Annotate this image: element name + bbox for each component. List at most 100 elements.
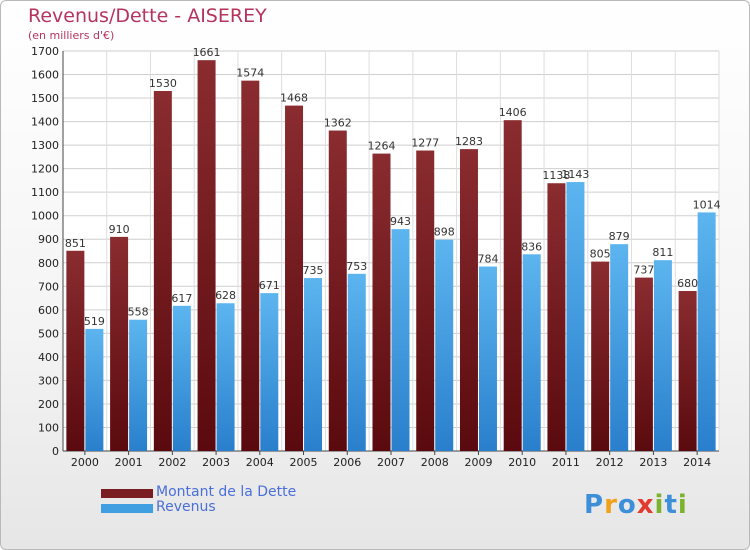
x-tick-label: 2011 [552,456,580,469]
data-label: 898 [434,226,455,239]
x-tick-label: 2002 [158,456,186,469]
data-label: 879 [609,230,630,243]
bar-revenus [129,319,148,451]
data-label: 671 [259,279,280,292]
bar-revenus [304,278,323,451]
x-tick-label: 2012 [596,456,624,469]
bar-debt [66,250,85,451]
data-label: 680 [677,277,698,290]
x-tick-label: 2014 [683,456,711,469]
y-tick-label: 500 [38,327,59,340]
x-tick-label: 2010 [508,456,536,469]
bar-debt [678,291,697,451]
data-label: 617 [171,292,192,305]
y-tick-label: 1700 [31,45,59,58]
chart-title: Revenus/Dette - AISEREY [28,5,267,27]
y-tick-label: 200 [38,398,59,411]
data-label: 735 [303,264,324,277]
y-tick-label: 600 [38,304,59,317]
y-tick-label: 1300 [31,139,59,152]
x-tick-label: 2001 [115,456,143,469]
logo-letter: i [677,490,688,520]
data-labels: 851 910 1530 1661 1574 1468 1362 1264 1277 1283 14… [65,46,721,328]
bar-revenus [216,303,235,451]
y-tick-label: 400 [38,351,59,364]
legend-label-revenus: Revenus [156,499,216,515]
bar-revenus [566,182,585,451]
data-label: 1530 [149,77,177,90]
bar-revenus [653,260,672,451]
y-tick-label: 100 [38,421,59,434]
x-tick-label: 2007 [377,456,405,469]
data-label: 1264 [368,140,396,153]
data-label: 943 [390,215,411,228]
data-label: 1661 [193,46,221,59]
bar-debt [197,60,216,451]
bar-revenus [260,293,279,451]
data-label: 628 [215,289,236,302]
data-label: 851 [65,237,86,250]
legend-swatch-revenus [101,504,153,513]
data-label: 784 [477,253,498,266]
data-label: 737 [633,264,654,277]
bar-revenus [172,305,191,451]
y-tick-label: 1100 [31,186,59,199]
bars [66,60,716,452]
y-tick-label: 1400 [31,116,59,129]
logo-letter: t [664,490,678,520]
bar-revenus [697,212,716,451]
bar-revenus [478,266,497,451]
data-label: 805 [590,248,611,261]
data-label: 1014 [693,198,721,211]
data-label: 1574 [236,67,264,80]
bar-debt [110,236,129,451]
proxiti-logo: Proxiti [584,490,688,520]
data-label: 836 [521,240,542,253]
bar-debt [241,80,260,451]
x-tick-label: 2004 [246,456,274,469]
x-tick-label: 2008 [421,456,449,469]
bar-debt [285,105,304,452]
bar-revenus [610,244,629,451]
y-tick-label: 800 [38,257,59,270]
bar-debt [328,130,347,451]
chart-subtitle: (en milliers d'€) [28,29,115,42]
y-tick-label: 300 [38,374,59,387]
x-tick-label: 2006 [333,456,361,469]
grid-lines [62,50,720,452]
bar-debt [416,150,435,451]
legend-swatch-debt [101,489,153,498]
bar-revenus [522,254,541,451]
bar-debt [547,183,566,451]
bar-debt [459,149,478,451]
logo-letter: P [584,490,605,520]
data-label: 1468 [280,92,308,105]
y-tick-label: 1500 [31,92,59,105]
x-tick-label: 2013 [639,456,667,469]
data-label: 910 [109,223,130,236]
y-tick-label: 700 [38,280,59,293]
data-label: 1362 [324,117,352,130]
data-label: 1406 [499,106,527,119]
x-tick-label: 2009 [464,456,492,469]
x-tick-label: 2003 [202,456,230,469]
y-tick-label: 0 [52,445,59,458]
y-tick-label: 1200 [31,163,59,176]
data-label: 753 [346,260,367,273]
bar-revenus [391,229,410,451]
logo-letter: i [654,490,665,520]
bar-revenus [347,273,366,451]
y-tick-label: 900 [38,233,59,246]
y-tick-label: 1600 [31,69,59,82]
axes: 0 100 200 300 400 500 600 700 800 900 1000 1100 1200… [31,45,719,469]
data-label: 811 [652,246,673,259]
data-label: 519 [84,315,105,328]
bar-debt [503,120,522,452]
x-tick-label: 2000 [71,456,99,469]
y-tick-label: 1000 [31,210,59,223]
bar-revenus [85,328,104,451]
data-label: 1283 [455,135,483,148]
data-label: 558 [128,306,149,319]
